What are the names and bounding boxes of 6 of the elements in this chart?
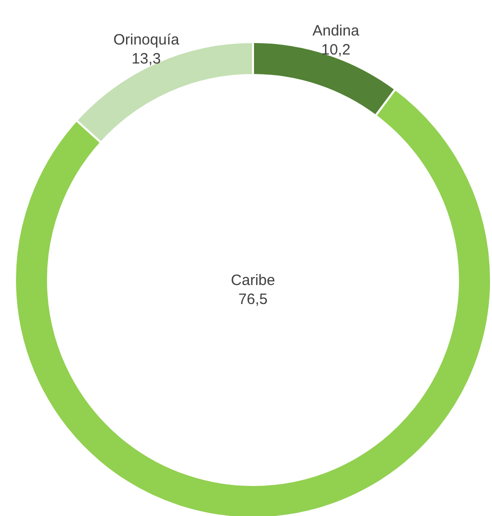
slice-label: Orinoquía bbox=[113, 32, 180, 49]
data-label: 10,2 bbox=[321, 41, 350, 58]
slice-label: Andina bbox=[312, 22, 360, 40]
data-label: 13,3 bbox=[132, 50, 161, 68]
slice-label: Caribe bbox=[230, 272, 276, 289]
data-label: 76,5 bbox=[238, 291, 268, 308]
